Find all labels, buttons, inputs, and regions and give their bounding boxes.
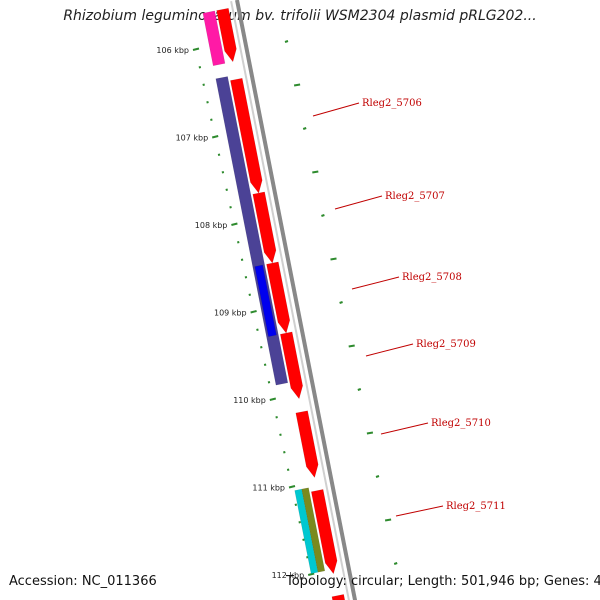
scale-tick-right <box>393 562 398 565</box>
scale-tick-right <box>330 257 337 261</box>
kbp-minor-tick <box>286 468 290 471</box>
cds-feature[interactable] <box>294 488 319 574</box>
kbp-tick-label: 106 kbp <box>156 46 189 55</box>
kbp-minor-tick <box>248 293 252 296</box>
gene-label[interactable]: Rleg2_5709 <box>416 339 476 350</box>
length-label: Length: 501,946 bp; <box>407 574 540 589</box>
kbp-tick-label: 111 kbp <box>252 484 285 493</box>
scale-tick-right <box>321 214 325 217</box>
scale-tick-right <box>366 431 374 435</box>
gene-features[interactable] <box>202 7 349 600</box>
backbone-line <box>235 0 358 600</box>
kbp-minor-tick <box>202 83 205 86</box>
kbp-minor-tick <box>263 363 267 366</box>
kbp-major-tick <box>288 485 296 489</box>
accession-label: Accession: NC_011366 <box>9 574 157 589</box>
scale-tick-right <box>293 83 301 87</box>
kbp-tick-label: 112 kbp <box>272 571 305 580</box>
gene-leader-line <box>380 422 429 435</box>
gene-label[interactable]: Rleg2_5708 <box>402 272 462 283</box>
cds-feature[interactable] <box>331 594 349 600</box>
gene-label[interactable]: Rleg2_5710 <box>431 418 491 429</box>
map-title: Rhizobium leguminosarum bv. trifolii WSM… <box>63 8 537 24</box>
gene-label[interactable]: Rleg2_5706 <box>362 98 422 109</box>
cds-feature[interactable] <box>254 264 277 337</box>
scale-tick-right <box>375 475 380 478</box>
kbp-minor-tick <box>240 258 244 261</box>
kbp-minor-tick <box>267 381 271 384</box>
cds-feature[interactable] <box>266 261 291 334</box>
kbp-minor-tick <box>210 118 213 121</box>
kbp-minor-tick <box>225 188 228 191</box>
gene-leader-line <box>334 195 383 210</box>
topology-label: Topology: circular; <box>286 574 404 589</box>
kbp-tick-label: 107 kbp <box>176 134 209 143</box>
kbp-major-tick <box>192 47 200 51</box>
scale-tick-right <box>384 518 392 522</box>
topology-info: Topology: circular; Length: 501,946 bp; … <box>286 574 600 589</box>
scale-tick-right <box>357 388 362 391</box>
gene-label[interactable]: Rleg2_5711 <box>446 501 506 512</box>
scale-tick-right <box>302 127 307 130</box>
backbone <box>230 0 358 600</box>
gene-leader-line <box>395 505 444 517</box>
kbp-minor-tick <box>244 276 248 279</box>
kbp-minor-tick <box>279 433 282 436</box>
kbp-major-tick <box>250 310 257 314</box>
kbp-minor-tick <box>294 503 298 506</box>
gene-labels: Rleg2_5706 Rleg2_5707 Rleg2_5708 Rleg2_5709… <box>312 98 506 517</box>
kbp-minor-tick <box>260 346 263 349</box>
genes-count-label: Genes: 450 <box>543 574 600 589</box>
gene-label[interactable]: Rleg2_5707 <box>385 191 445 202</box>
kbp-minor-tick <box>198 66 202 69</box>
kbp-major-tick <box>269 397 277 401</box>
kbp-minor-tick <box>221 171 225 174</box>
cds-feature[interactable] <box>202 10 226 66</box>
gene-leader-line <box>351 276 400 290</box>
kbp-minor-tick <box>275 416 278 419</box>
scale-tick-right <box>339 301 343 304</box>
cds-feature[interactable] <box>295 410 319 479</box>
scale-tick-right <box>284 40 289 43</box>
kbp-tick-label: 109 kbp <box>214 309 247 318</box>
kbp-tick-label: 108 kbp <box>195 221 228 230</box>
backbone-shadow <box>230 0 350 600</box>
cds-feature[interactable] <box>230 77 263 194</box>
gene-leader-line <box>365 343 414 357</box>
kbp-minor-tick <box>283 451 286 454</box>
cds-feature[interactable] <box>280 331 303 400</box>
kbp-minor-tick <box>256 328 259 331</box>
cds-feature[interactable] <box>216 7 237 63</box>
kbp-tick-label: 110 kbp <box>233 396 266 405</box>
kbp-minor-tick <box>298 521 301 524</box>
kbp-major-tick <box>307 572 315 576</box>
kbp-ticks: 106 kbp 107 kbp 108 kbp 109 kbp 110 kbp 111 k… <box>156 40 398 580</box>
kbp-major-tick <box>211 135 219 139</box>
kbp-major-tick <box>231 222 238 226</box>
scale-tick-right <box>348 344 355 348</box>
kbp-minor-tick <box>217 153 221 156</box>
kbp-minor-tick <box>236 241 240 244</box>
cds-feature[interactable] <box>311 489 338 575</box>
scale-tick-right <box>312 170 319 174</box>
kbp-minor-tick <box>229 206 232 209</box>
kbp-minor-tick <box>206 101 209 104</box>
gene-leader-line <box>312 102 360 117</box>
cds-feature[interactable] <box>252 191 277 264</box>
kbp-minor-tick <box>302 538 305 541</box>
